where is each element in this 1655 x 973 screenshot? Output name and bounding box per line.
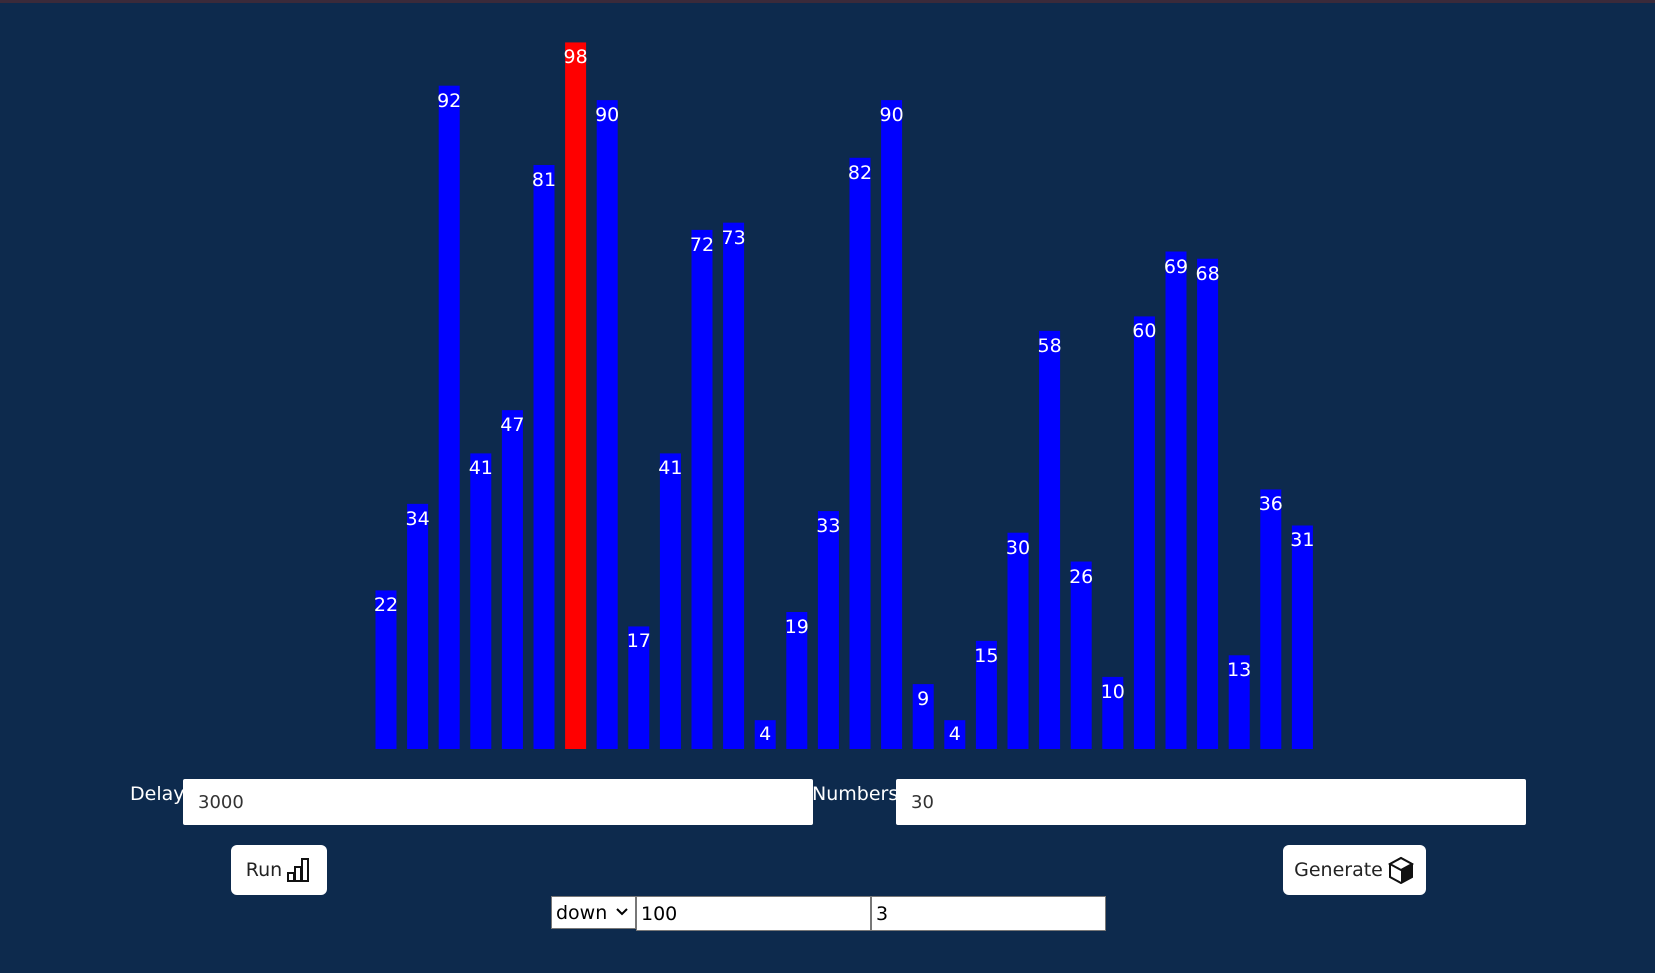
bar-value-label: 58 [1037, 334, 1062, 357]
bar [912, 684, 934, 749]
bar-value-label: 41 [658, 457, 683, 480]
bar [628, 626, 650, 749]
bar-chart-icon [286, 857, 312, 883]
bar-value-label: 19 [784, 616, 809, 638]
numbers-label: Numbers: [812, 783, 905, 805]
bar [1007, 532, 1029, 749]
bar-value-label: 72 [689, 233, 715, 256]
max-value-input[interactable] [636, 896, 871, 931]
bar-value-label: 4 [759, 723, 772, 745]
bar [1039, 330, 1061, 749]
bar-value-label: 9 [917, 688, 930, 711]
bar-value-label: 81 [531, 168, 557, 191]
bar-value-label: 13 [1227, 659, 1252, 682]
bar-value-label: 41 [468, 457, 493, 480]
bar [596, 100, 618, 750]
direction-select[interactable]: down [551, 896, 636, 929]
bar [533, 164, 555, 750]
bar [691, 229, 713, 749]
bar [659, 453, 681, 749]
bar-value-label: 10 [1100, 680, 1125, 703]
cube-icon [1387, 856, 1415, 884]
bar-value-label: 90 [595, 104, 620, 127]
bar [565, 42, 587, 750]
run-button-label: Run [245, 859, 283, 881]
bar-value-label: 31 [1290, 529, 1315, 552]
bar-value-label: 4 [948, 723, 961, 745]
bar-value-label: 92 [437, 89, 462, 112]
bar-value-label: 47 [500, 414, 525, 437]
bar [849, 157, 871, 749]
bar [817, 511, 839, 749]
bar [944, 720, 966, 749]
bar [407, 503, 429, 749]
bar-value-label: 17 [626, 630, 651, 653]
chevron-down-icon [615, 903, 629, 926]
bar [438, 85, 460, 750]
bar [881, 100, 903, 750]
bar [1228, 655, 1250, 749]
bar [1070, 561, 1092, 749]
top-border [0, 0, 1655, 3]
bar [1133, 316, 1155, 749]
run-button[interactable]: Run [231, 845, 327, 895]
bar [1165, 251, 1187, 749]
bar-value-label: 36 [1258, 493, 1283, 516]
extra-value-input[interactable] [871, 896, 1106, 931]
bar [470, 453, 492, 749]
bar-value-label: 68 [1195, 262, 1220, 285]
bar-value-label: 60 [1132, 320, 1157, 343]
bar [723, 222, 745, 750]
bar-value-label: 90 [879, 104, 904, 127]
delay-input[interactable] [183, 779, 813, 825]
generate-button[interactable]: Generate [1283, 845, 1426, 895]
bar-value-label: 73 [721, 226, 746, 249]
bar [1260, 489, 1282, 749]
bar [501, 410, 523, 749]
delay-label: Delay: [130, 783, 190, 805]
bar [1102, 676, 1124, 749]
bar-value-label: 30 [1005, 536, 1031, 559]
bar [786, 612, 808, 749]
generate-button-label: Generate [1294, 859, 1383, 881]
bar-value-label: 82 [847, 161, 873, 184]
numbers-input[interactable] [896, 779, 1526, 825]
bar-value-label: 15 [974, 644, 999, 667]
bar [1197, 258, 1219, 749]
bar [754, 720, 776, 749]
direction-select-value: down [556, 901, 608, 924]
bar-value-label: 26 [1069, 565, 1094, 588]
bar-value-label: 22 [373, 594, 399, 617]
bar [375, 590, 397, 749]
bar-value-label: 69 [1163, 255, 1189, 278]
bar-value-label: 34 [405, 507, 430, 530]
bar [1291, 525, 1313, 749]
bar-chart [375, 42, 1313, 750]
bar-value-label: 33 [816, 515, 841, 538]
bar-value-label: 98 [563, 46, 588, 69]
bar [975, 640, 997, 749]
